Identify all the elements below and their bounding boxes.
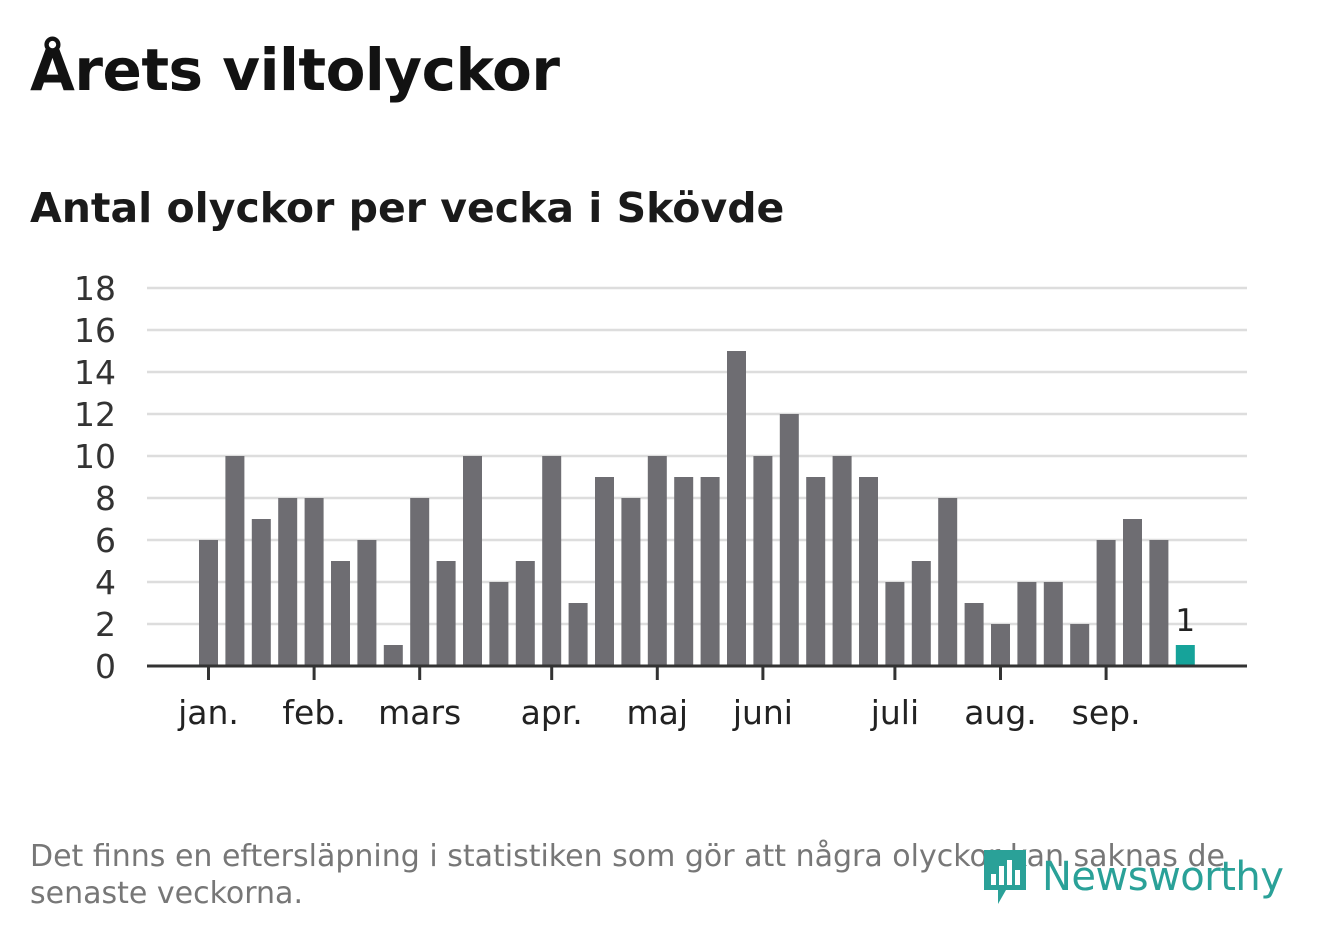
x-tick-label: jan. xyxy=(177,693,239,732)
bar xyxy=(515,561,535,666)
logo-text: Newsworthy xyxy=(1042,854,1284,900)
newsworthy-logo[interactable]: Newsworthy xyxy=(980,846,1284,908)
bar xyxy=(199,540,218,666)
bar-latest xyxy=(1175,645,1195,666)
bar xyxy=(700,477,720,666)
y-tick-label: 0 xyxy=(95,647,116,686)
bar xyxy=(885,582,905,666)
bar xyxy=(753,456,773,666)
bar xyxy=(991,624,1010,666)
bar xyxy=(489,582,509,666)
bar xyxy=(568,603,588,666)
x-tick-label: mars xyxy=(378,693,461,732)
bar xyxy=(832,456,852,666)
x-tick-label: juni xyxy=(732,693,793,732)
x-tick-label: maj xyxy=(627,693,689,732)
x-tick-label: sep. xyxy=(1072,693,1141,732)
x-tick-label: feb. xyxy=(282,693,345,732)
x-tick-label: juli xyxy=(870,693,919,732)
chart-title: Årets viltolyckor xyxy=(30,36,560,104)
bar xyxy=(331,561,350,666)
bar xyxy=(806,477,826,666)
bar xyxy=(436,561,456,666)
bar xyxy=(1017,582,1037,666)
data-labels: 1 xyxy=(1175,603,1195,639)
bar xyxy=(1149,540,1169,666)
bar xyxy=(463,456,482,666)
bar xyxy=(938,498,958,666)
bar xyxy=(859,477,878,666)
x-tick-label: apr. xyxy=(521,693,583,732)
bar xyxy=(964,603,984,666)
bar xyxy=(278,498,298,666)
bar xyxy=(542,456,562,666)
bars xyxy=(199,351,1195,666)
y-tick-label: 10 xyxy=(74,437,116,476)
bar xyxy=(1070,624,1090,666)
bar xyxy=(595,477,614,666)
grid-lines xyxy=(147,286,1247,626)
y-tick-label: 12 xyxy=(74,395,116,434)
bar xyxy=(304,498,324,666)
y-tick-label: 14 xyxy=(74,353,116,392)
bar xyxy=(1043,582,1063,666)
y-tick-label: 4 xyxy=(95,563,116,602)
bar xyxy=(225,456,245,666)
bar xyxy=(647,456,667,666)
bar xyxy=(357,540,377,666)
bar xyxy=(674,477,694,666)
y-tick-label: 2 xyxy=(95,605,116,644)
y-tick-label: 18 xyxy=(74,269,116,308)
bar xyxy=(779,414,799,666)
data-label: 1 xyxy=(1175,603,1195,639)
y-tick-label: 16 xyxy=(74,311,116,350)
y-tick-label: 6 xyxy=(95,521,116,560)
bar xyxy=(383,645,403,666)
bar xyxy=(911,561,931,666)
bar xyxy=(410,498,430,666)
chart-subtitle: Antal olyckor per vecka i Skövde xyxy=(30,184,785,232)
bar xyxy=(727,351,746,666)
y-tick-label: 8 xyxy=(95,479,116,518)
bar xyxy=(1123,519,1142,666)
bar xyxy=(251,519,271,666)
newsworthy-bars-icon xyxy=(984,850,1026,904)
bar xyxy=(1096,540,1116,666)
bar xyxy=(621,498,641,666)
x-axis-ticks: jan. feb. mars apr. maj juni juli aug. sep. xyxy=(177,666,1141,732)
x-tick-label: aug. xyxy=(964,693,1037,732)
